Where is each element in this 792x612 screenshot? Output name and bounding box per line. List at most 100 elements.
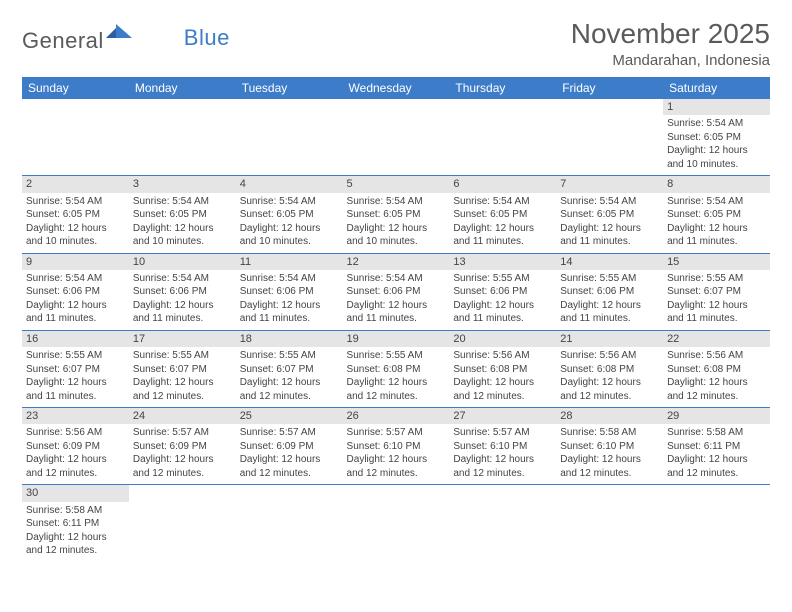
day-details: Sunrise: 5:56 AMSunset: 6:08 PMDaylight:…	[449, 347, 556, 407]
sunset-text: Sunset: 6:07 PM	[240, 363, 339, 377]
location: Mandarahan, Indonesia	[571, 52, 770, 69]
day-number: 12	[343, 254, 450, 270]
daylight-text-1: Daylight: 12 hours	[240, 299, 339, 313]
calendar-cell: 17Sunrise: 5:55 AMSunset: 6:07 PMDayligh…	[129, 330, 236, 407]
daylight-text-1: Daylight: 12 hours	[26, 376, 125, 390]
daylight-text-1: Daylight: 12 hours	[560, 299, 659, 313]
calendar-cell: 1Sunrise: 5:54 AMSunset: 6:05 PMDaylight…	[663, 99, 770, 176]
calendar-cell: 24Sunrise: 5:57 AMSunset: 6:09 PMDayligh…	[129, 408, 236, 485]
day-details: Sunrise: 5:56 AMSunset: 6:08 PMDaylight:…	[556, 347, 663, 407]
sunrise-text: Sunrise: 5:56 AM	[26, 426, 125, 440]
daylight-text-2: and 11 minutes.	[560, 235, 659, 249]
day-number: 4	[236, 176, 343, 192]
logo: General Blue	[22, 18, 230, 57]
day-number: 1	[663, 99, 770, 115]
daylight-text-1: Daylight: 12 hours	[667, 222, 766, 236]
day-details: Sunrise: 5:54 AMSunset: 6:05 PMDaylight:…	[129, 193, 236, 253]
day-number	[556, 485, 663, 501]
sunset-text: Sunset: 6:08 PM	[347, 363, 446, 377]
day-number: 17	[129, 331, 236, 347]
day-details: Sunrise: 5:57 AMSunset: 6:09 PMDaylight:…	[236, 424, 343, 484]
sunrise-text: Sunrise: 5:54 AM	[240, 272, 339, 286]
sunrise-text: Sunrise: 5:58 AM	[26, 504, 125, 518]
daylight-text-2: and 10 minutes.	[133, 235, 232, 249]
calendar-cell	[343, 485, 450, 562]
daylight-text-1: Daylight: 12 hours	[347, 453, 446, 467]
daylight-text-1: Daylight: 12 hours	[453, 222, 552, 236]
daylight-text-1: Daylight: 12 hours	[667, 376, 766, 390]
daylight-text-1: Daylight: 12 hours	[26, 453, 125, 467]
sunset-text: Sunset: 6:05 PM	[667, 131, 766, 145]
sunset-text: Sunset: 6:05 PM	[26, 208, 125, 222]
calendar-cell: 14Sunrise: 5:55 AMSunset: 6:06 PMDayligh…	[556, 253, 663, 330]
calendar-row: 2Sunrise: 5:54 AMSunset: 6:05 PMDaylight…	[22, 176, 770, 253]
sunset-text: Sunset: 6:05 PM	[347, 208, 446, 222]
calendar-cell: 10Sunrise: 5:54 AMSunset: 6:06 PMDayligh…	[129, 253, 236, 330]
daylight-text-1: Daylight: 12 hours	[26, 531, 125, 545]
day-number: 2	[22, 176, 129, 192]
daylight-text-1: Daylight: 12 hours	[26, 222, 125, 236]
daylight-text-2: and 12 minutes.	[26, 467, 125, 481]
day-details: Sunrise: 5:57 AMSunset: 6:09 PMDaylight:…	[129, 424, 236, 484]
daylight-text-1: Daylight: 12 hours	[560, 453, 659, 467]
day-number	[556, 99, 663, 115]
daylight-text-2: and 10 minutes.	[240, 235, 339, 249]
sunset-text: Sunset: 6:05 PM	[453, 208, 552, 222]
sunset-text: Sunset: 6:09 PM	[240, 440, 339, 454]
sunset-text: Sunset: 6:05 PM	[560, 208, 659, 222]
day-number	[343, 99, 450, 115]
calendar-cell: 21Sunrise: 5:56 AMSunset: 6:08 PMDayligh…	[556, 330, 663, 407]
sunset-text: Sunset: 6:06 PM	[240, 285, 339, 299]
sunrise-text: Sunrise: 5:57 AM	[133, 426, 232, 440]
daylight-text-2: and 11 minutes.	[26, 312, 125, 326]
sunset-text: Sunset: 6:06 PM	[347, 285, 446, 299]
daylight-text-1: Daylight: 12 hours	[347, 299, 446, 313]
daylight-text-2: and 12 minutes.	[133, 467, 232, 481]
calendar-cell	[343, 99, 450, 176]
day-number	[236, 485, 343, 501]
day-details: Sunrise: 5:57 AMSunset: 6:10 PMDaylight:…	[343, 424, 450, 484]
sunrise-text: Sunrise: 5:56 AM	[453, 349, 552, 363]
page: General Blue November 2025 Mandarahan, I…	[0, 0, 792, 562]
sunset-text: Sunset: 6:06 PM	[560, 285, 659, 299]
day-details: Sunrise: 5:56 AMSunset: 6:09 PMDaylight:…	[22, 424, 129, 484]
day-number: 30	[22, 485, 129, 501]
day-details: Sunrise: 5:57 AMSunset: 6:10 PMDaylight:…	[449, 424, 556, 484]
day-details: Sunrise: 5:58 AMSunset: 6:11 PMDaylight:…	[22, 502, 129, 562]
sunrise-text: Sunrise: 5:54 AM	[453, 195, 552, 209]
day-number	[449, 485, 556, 501]
sunset-text: Sunset: 6:10 PM	[560, 440, 659, 454]
day-number: 16	[22, 331, 129, 347]
sunrise-text: Sunrise: 5:54 AM	[133, 195, 232, 209]
sunrise-text: Sunrise: 5:54 AM	[26, 272, 125, 286]
sunrise-text: Sunrise: 5:54 AM	[560, 195, 659, 209]
calendar-cell: 9Sunrise: 5:54 AMSunset: 6:06 PMDaylight…	[22, 253, 129, 330]
calendar-cell: 5Sunrise: 5:54 AMSunset: 6:05 PMDaylight…	[343, 176, 450, 253]
sunset-text: Sunset: 6:06 PM	[26, 285, 125, 299]
day-number: 14	[556, 254, 663, 270]
sunset-text: Sunset: 6:08 PM	[453, 363, 552, 377]
day-number: 8	[663, 176, 770, 192]
daylight-text-1: Daylight: 12 hours	[667, 144, 766, 158]
sunset-text: Sunset: 6:10 PM	[347, 440, 446, 454]
day-details: Sunrise: 5:55 AMSunset: 6:06 PMDaylight:…	[556, 270, 663, 330]
day-details: Sunrise: 5:55 AMSunset: 6:06 PMDaylight:…	[449, 270, 556, 330]
calendar-cell: 4Sunrise: 5:54 AMSunset: 6:05 PMDaylight…	[236, 176, 343, 253]
calendar-cell: 12Sunrise: 5:54 AMSunset: 6:06 PMDayligh…	[343, 253, 450, 330]
sunset-text: Sunset: 6:08 PM	[667, 363, 766, 377]
day-number	[22, 99, 129, 115]
daylight-text-2: and 12 minutes.	[667, 390, 766, 404]
day-number: 6	[449, 176, 556, 192]
weekday-header: Wednesday	[343, 77, 450, 99]
day-number: 21	[556, 331, 663, 347]
daylight-text-1: Daylight: 12 hours	[560, 376, 659, 390]
day-details: Sunrise: 5:54 AMSunset: 6:05 PMDaylight:…	[663, 115, 770, 175]
day-number: 18	[236, 331, 343, 347]
sunset-text: Sunset: 6:09 PM	[133, 440, 232, 454]
day-details: Sunrise: 5:54 AMSunset: 6:06 PMDaylight:…	[343, 270, 450, 330]
day-details: Sunrise: 5:54 AMSunset: 6:06 PMDaylight:…	[129, 270, 236, 330]
day-number: 7	[556, 176, 663, 192]
day-number	[236, 99, 343, 115]
day-details: Sunrise: 5:58 AMSunset: 6:11 PMDaylight:…	[663, 424, 770, 484]
daylight-text-2: and 12 minutes.	[453, 390, 552, 404]
